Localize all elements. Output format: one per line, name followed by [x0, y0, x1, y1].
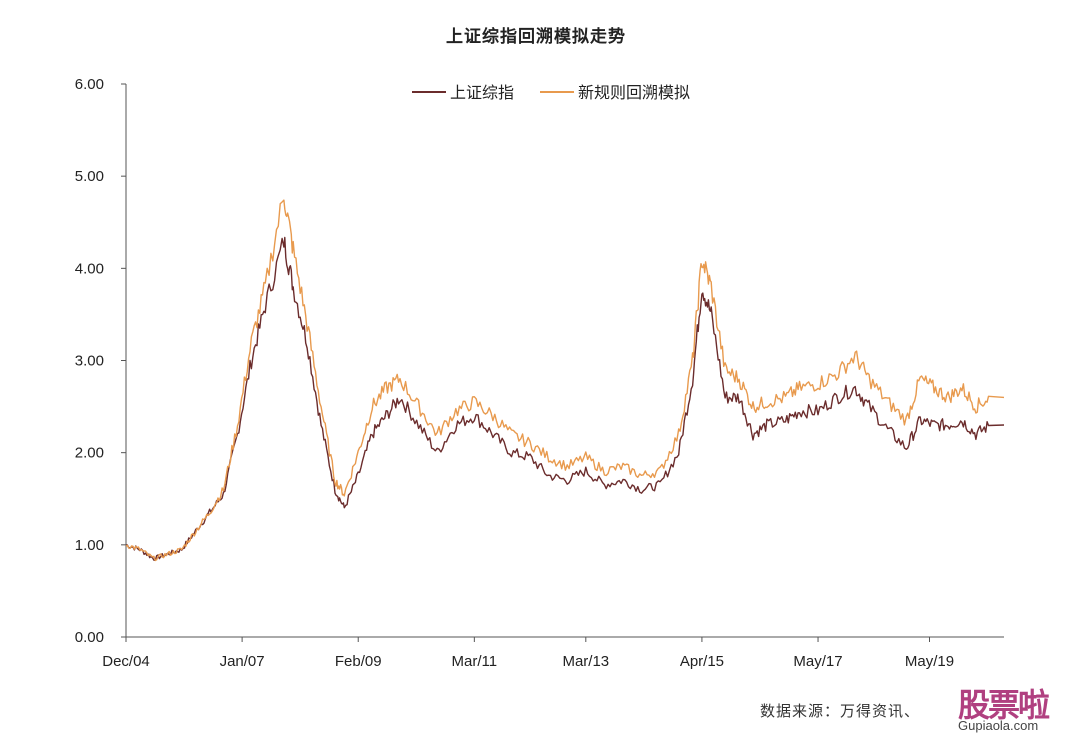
series-line-2	[125, 199, 1005, 562]
legend-label: 新规则回溯模拟	[578, 83, 690, 102]
y-tick-label: 2.00	[75, 445, 104, 462]
series-lines	[125, 199, 1005, 562]
series-line-1	[125, 236, 1005, 561]
legend-label: 上证综指	[450, 83, 514, 102]
y-tick-label: 0.00	[75, 629, 104, 646]
legend: 上证综指 新规则回溯模拟	[412, 83, 690, 102]
source-note: 数据来源：万得资讯、	[760, 702, 921, 720]
chart-title: 上证综指回溯模拟走势	[446, 27, 626, 47]
x-tick-label: Jan/07	[220, 653, 265, 670]
axes: 0.00 1.00 2.00 3.00 4.00 5.00 6.00 Dec/04 Jan/07…	[75, 76, 1004, 670]
x-tick-label: Feb/09	[335, 653, 382, 670]
x-tick-label: Mar/11	[452, 653, 498, 670]
watermark-url: Gupiaola.com	[958, 718, 1039, 733]
y-tick-label: 1.00	[75, 537, 104, 554]
y-tick-label: 4.00	[75, 260, 104, 277]
y-tick-label: 3.00	[75, 353, 104, 370]
x-tick-label: May/17	[793, 653, 842, 670]
x-tick-label: Mar/13	[562, 653, 609, 670]
y-tick-label: 6.00	[75, 76, 104, 93]
x-tick-label: May/19	[905, 653, 954, 670]
x-tick-label: Dec/04	[102, 653, 150, 670]
y-tick-label: 5.00	[75, 168, 104, 185]
site-watermark: 股票啦 Gupiaola.com	[958, 680, 1066, 736]
x-tick-label: Apr/15	[680, 653, 724, 670]
watermark-brand: 股票啦	[958, 686, 1050, 724]
